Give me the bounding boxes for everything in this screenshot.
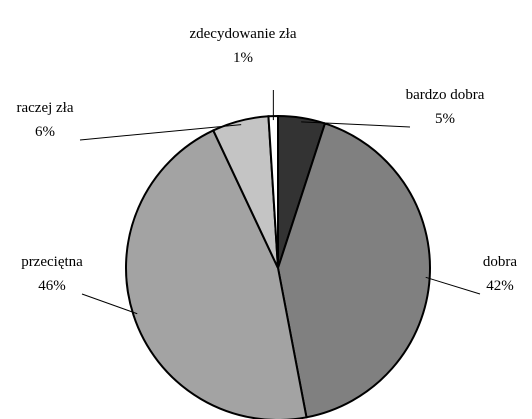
slice-label: przeciętna 46% [12, 250, 92, 298]
slice-label: zdecydowanie zła 1% [188, 22, 298, 70]
value-label: 1% [233, 50, 253, 66]
pie-slice [125, 129, 308, 419]
category-label: zdecydowanie zła [189, 26, 297, 42]
category-label: przeciętna [21, 254, 83, 270]
leader-line [81, 293, 138, 315]
category-label: dobra [482, 254, 518, 270]
pie-slice [276, 122, 432, 419]
value-label: 6% [35, 124, 55, 140]
category-label: bardzo dobra [405, 87, 485, 103]
slice-label: bardzo dobra 5% [400, 83, 490, 131]
leader-line [301, 121, 411, 128]
leader-line [79, 124, 242, 141]
category-label: raczej zła [16, 100, 74, 116]
leader-line [425, 276, 481, 295]
value-label: 5% [435, 111, 455, 127]
slice-label: raczej zła 6% [0, 96, 90, 144]
value-label: 46% [38, 278, 66, 294]
value-label: 42% [486, 278, 514, 294]
slice-label: dobra 42% [470, 250, 530, 298]
